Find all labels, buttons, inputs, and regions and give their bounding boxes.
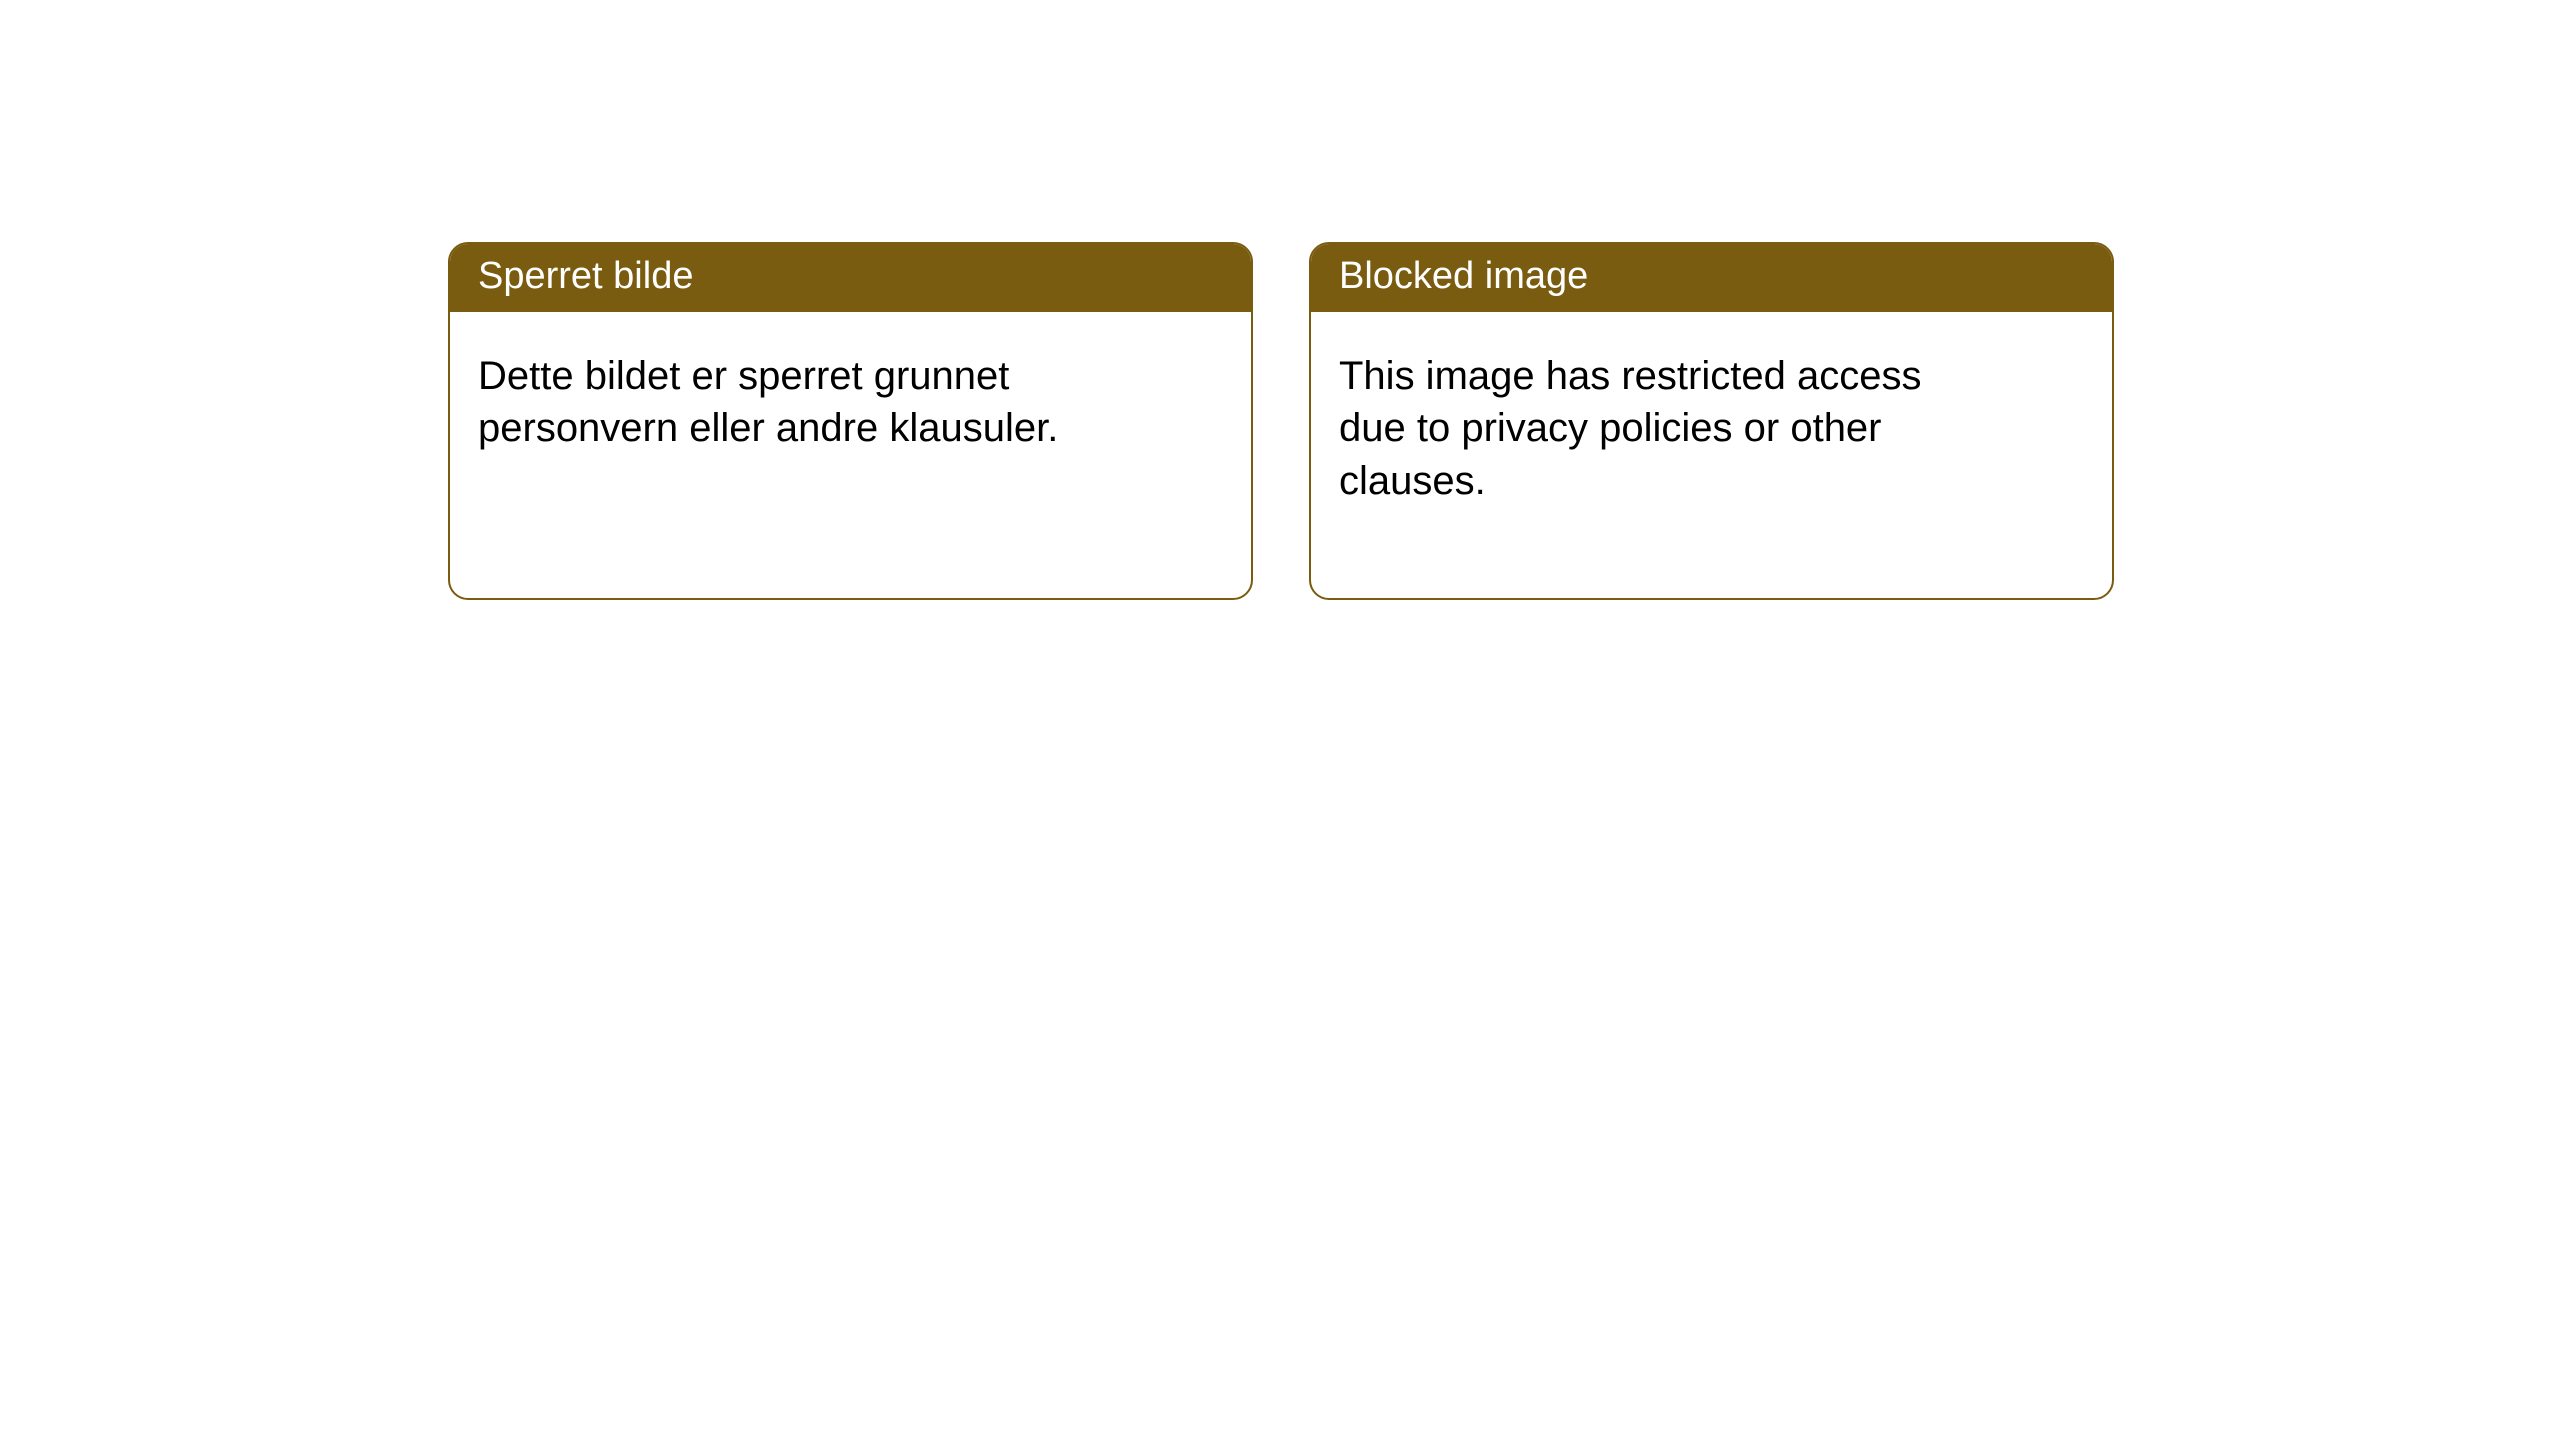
notice-card-no: Sperret bilde Dette bildet er sperret gr… bbox=[448, 242, 1253, 600]
notice-body-no: Dette bildet er sperret grunnet personve… bbox=[450, 312, 1251, 582]
notice-container: Sperret bilde Dette bildet er sperret gr… bbox=[0, 0, 2560, 600]
notice-card-en: Blocked image This image has restricted … bbox=[1309, 242, 2114, 600]
notice-text-no: Dette bildet er sperret grunnet personve… bbox=[478, 350, 1118, 456]
notice-body-en: This image has restricted access due to … bbox=[1311, 312, 2112, 598]
notice-header-no: Sperret bilde bbox=[450, 244, 1251, 312]
notice-header-en: Blocked image bbox=[1311, 244, 2112, 312]
notice-text-en: This image has restricted access due to … bbox=[1339, 350, 1979, 508]
